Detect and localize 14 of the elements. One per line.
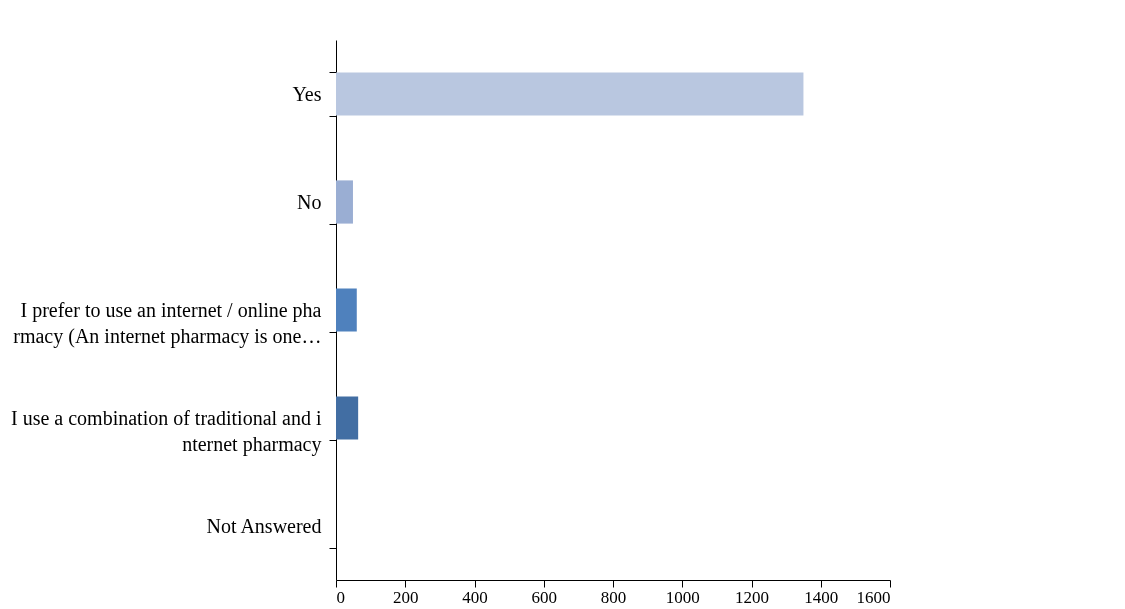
x-tick-label: 1400 [804, 587, 839, 607]
x-tick-label: 0 [336, 587, 345, 607]
x-tick-label: 600 [531, 587, 557, 607]
x-tick-label: 1200 [735, 587, 769, 607]
y-tick-label: I prefer to use an internet / online pharmacy (An internet pharmacy is one… [13, 298, 322, 348]
y-tick-label: Yes [292, 82, 322, 105]
x-tick-label: 400 [462, 587, 488, 607]
x-tick-label: 200 [393, 587, 419, 607]
x-tick-label: 1000 [665, 587, 700, 607]
y-tick-label: Not Answered [206, 514, 322, 537]
x-tick-label: 1600 [856, 587, 891, 607]
y-tick-label: I use a combination of traditional and internet pharmacy [11, 406, 322, 456]
y-tick-label: No [297, 190, 322, 213]
x-tick-label: 800 [600, 587, 627, 607]
